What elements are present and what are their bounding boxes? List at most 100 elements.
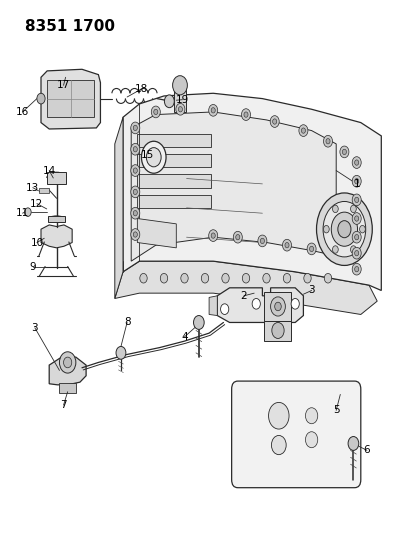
Circle shape xyxy=(354,251,358,256)
Circle shape xyxy=(339,146,348,158)
Circle shape xyxy=(208,230,217,241)
Circle shape xyxy=(220,304,228,314)
Text: 7: 7 xyxy=(60,400,67,410)
Polygon shape xyxy=(41,225,72,248)
Circle shape xyxy=(116,346,126,359)
Bar xyxy=(264,321,290,341)
Circle shape xyxy=(332,205,337,213)
Polygon shape xyxy=(209,296,217,316)
Circle shape xyxy=(351,213,360,224)
Circle shape xyxy=(133,147,137,152)
Circle shape xyxy=(309,246,313,252)
Bar xyxy=(137,195,211,208)
Polygon shape xyxy=(49,357,86,385)
Circle shape xyxy=(347,437,358,450)
Circle shape xyxy=(252,298,260,309)
Text: 19: 19 xyxy=(175,95,189,104)
Circle shape xyxy=(130,186,139,198)
Circle shape xyxy=(175,103,184,115)
Circle shape xyxy=(242,273,249,283)
Circle shape xyxy=(354,216,358,221)
FancyBboxPatch shape xyxy=(231,381,360,488)
Text: 8: 8 xyxy=(124,318,130,327)
Polygon shape xyxy=(131,112,335,261)
Circle shape xyxy=(325,139,329,144)
Bar xyxy=(137,134,211,147)
Circle shape xyxy=(316,193,371,265)
Circle shape xyxy=(221,273,229,283)
Circle shape xyxy=(130,165,139,176)
Text: 9: 9 xyxy=(29,262,36,271)
Circle shape xyxy=(305,408,317,424)
Circle shape xyxy=(354,160,358,165)
Circle shape xyxy=(270,116,279,127)
Circle shape xyxy=(351,263,360,275)
Circle shape xyxy=(323,135,332,147)
Circle shape xyxy=(359,225,364,233)
Circle shape xyxy=(260,238,264,244)
Bar xyxy=(174,83,185,112)
Circle shape xyxy=(37,93,45,104)
Circle shape xyxy=(153,109,157,115)
Circle shape xyxy=(290,298,299,309)
Circle shape xyxy=(25,208,31,216)
Circle shape xyxy=(354,266,358,272)
Circle shape xyxy=(243,112,247,117)
Circle shape xyxy=(283,273,290,283)
Text: 6: 6 xyxy=(363,446,369,455)
Bar xyxy=(47,172,66,184)
Polygon shape xyxy=(115,117,123,298)
Text: 1: 1 xyxy=(353,179,359,189)
Circle shape xyxy=(351,194,360,206)
Circle shape xyxy=(164,95,174,108)
Circle shape xyxy=(178,107,182,112)
Circle shape xyxy=(330,212,357,246)
Circle shape xyxy=(130,143,139,155)
Circle shape xyxy=(133,211,137,216)
Bar xyxy=(137,154,211,167)
Bar xyxy=(47,80,94,117)
Circle shape xyxy=(133,232,137,237)
Text: 18: 18 xyxy=(135,84,148,94)
Polygon shape xyxy=(217,288,303,322)
Circle shape xyxy=(130,122,139,134)
Circle shape xyxy=(351,157,360,168)
Circle shape xyxy=(337,221,350,238)
Circle shape xyxy=(141,141,166,173)
Circle shape xyxy=(303,273,310,283)
Bar xyxy=(48,216,65,222)
Text: 15: 15 xyxy=(141,150,154,159)
Circle shape xyxy=(298,125,307,136)
Polygon shape xyxy=(41,69,100,129)
Circle shape xyxy=(211,108,215,113)
Text: 12: 12 xyxy=(30,199,43,208)
Polygon shape xyxy=(115,261,376,314)
Circle shape xyxy=(332,246,337,253)
Text: 4: 4 xyxy=(181,332,187,342)
Circle shape xyxy=(350,246,355,253)
Circle shape xyxy=(146,148,161,167)
Circle shape xyxy=(271,435,285,455)
Circle shape xyxy=(323,225,328,233)
Text: 14: 14 xyxy=(43,166,56,175)
Circle shape xyxy=(301,128,305,133)
Circle shape xyxy=(172,76,187,95)
Text: 10: 10 xyxy=(30,238,43,247)
Circle shape xyxy=(354,179,358,184)
Polygon shape xyxy=(123,93,380,290)
Circle shape xyxy=(241,109,250,120)
Bar xyxy=(264,292,290,321)
Circle shape xyxy=(350,205,355,213)
Circle shape xyxy=(274,302,281,311)
Circle shape xyxy=(354,235,358,240)
Text: 5: 5 xyxy=(332,406,339,415)
Circle shape xyxy=(351,247,360,259)
Circle shape xyxy=(324,273,331,283)
Text: 13: 13 xyxy=(26,183,39,192)
Circle shape xyxy=(133,168,137,173)
Circle shape xyxy=(262,273,270,283)
Circle shape xyxy=(180,273,188,283)
Circle shape xyxy=(268,402,288,429)
Circle shape xyxy=(193,316,204,329)
Circle shape xyxy=(305,432,317,448)
